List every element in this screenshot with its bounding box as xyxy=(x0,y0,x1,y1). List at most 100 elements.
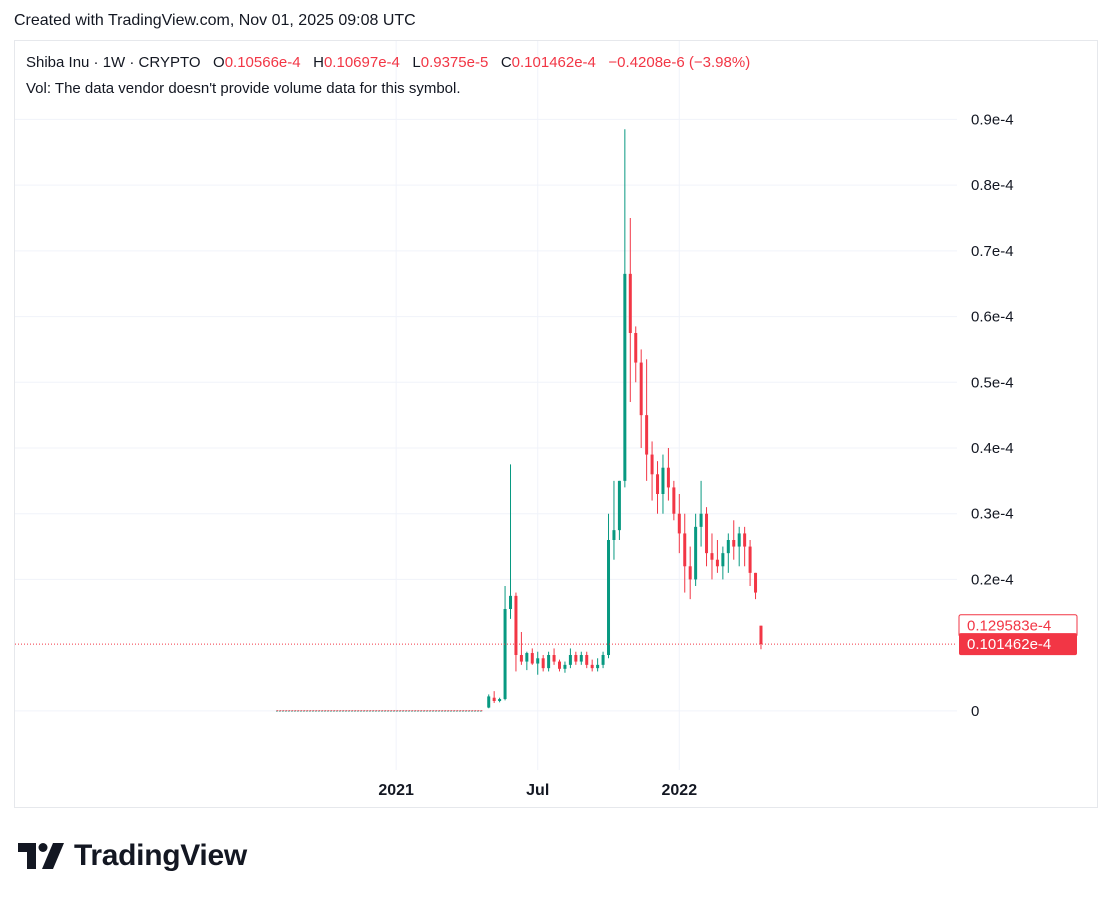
candle xyxy=(737,526,741,567)
legend-low-label: L xyxy=(412,54,421,71)
candlestick-chart[interactable]: 0.9e-4 0.8e-4 0.7e-4 0.6e-4 0.5e-4 0.4e-4 0.3e… xyxy=(15,41,1099,809)
legend-change-value: −0.4208e-6 (−3.98%) xyxy=(608,54,751,71)
y-tick-label: 0.9e-4 xyxy=(971,111,1014,128)
chart-panel[interactable]: 0.9e-4 0.8e-4 0.7e-4 0.6e-4 0.5e-4 0.4e-4 0.3e… xyxy=(14,40,1098,808)
volume-note: Vol: The data vendor doesn't provide vol… xyxy=(26,80,461,97)
candle xyxy=(487,694,491,709)
candle-body xyxy=(607,540,611,655)
candle-body xyxy=(754,572,758,593)
candle-body xyxy=(492,697,496,701)
candle xyxy=(617,480,621,540)
candle xyxy=(568,648,572,669)
candle xyxy=(519,632,523,665)
candle xyxy=(683,513,687,593)
candle-body xyxy=(536,658,540,664)
candle-body xyxy=(726,540,730,554)
candle-body xyxy=(650,454,654,475)
candle-body xyxy=(590,664,594,669)
candle-body xyxy=(623,273,627,481)
candle-body xyxy=(498,699,502,701)
candle-body xyxy=(503,609,507,700)
candle-body xyxy=(601,655,605,665)
candle xyxy=(525,651,529,671)
candle xyxy=(705,507,709,567)
y-tick-label: 0.2e-4 xyxy=(971,571,1014,588)
candle xyxy=(585,651,589,669)
x-tick-label: Jul xyxy=(526,782,549,799)
candle xyxy=(650,441,654,501)
legend-close-label: C xyxy=(500,54,512,71)
candle xyxy=(498,697,502,703)
candle-body xyxy=(541,658,545,669)
candle xyxy=(590,659,594,672)
candle-series xyxy=(487,129,763,709)
candle xyxy=(492,691,496,703)
candle xyxy=(732,520,736,560)
candle xyxy=(514,592,518,672)
legend-high-value: 0.10697e-4 xyxy=(323,54,400,71)
candle xyxy=(694,513,698,586)
time-axis: 2021 Jul 2022 xyxy=(378,782,697,799)
candle-body xyxy=(743,533,747,547)
candle xyxy=(552,648,556,665)
candle xyxy=(710,533,714,580)
candle xyxy=(558,659,562,672)
candle-body xyxy=(585,655,589,665)
candle-body xyxy=(558,661,562,669)
candle-body xyxy=(487,696,491,708)
candle-body xyxy=(683,533,687,567)
price-axis: 0.9e-4 0.8e-4 0.7e-4 0.6e-4 0.5e-4 0.4e-4 0.3e… xyxy=(971,111,1014,719)
candle-body xyxy=(699,513,703,527)
candle-body xyxy=(563,664,567,669)
candle xyxy=(536,651,540,675)
candle-body xyxy=(530,653,534,664)
chart-created-caption: Created with TradingView.com, Nov 01, 20… xyxy=(14,12,416,29)
candle xyxy=(547,651,551,672)
candle-body xyxy=(514,595,518,655)
candle-body xyxy=(519,655,523,662)
candle xyxy=(656,461,660,514)
candle xyxy=(563,661,567,673)
tradingview-brand[interactable]: TradingView xyxy=(18,836,247,876)
candle-body xyxy=(748,546,752,573)
candle-body xyxy=(715,559,719,567)
candle-body xyxy=(568,655,572,665)
candle xyxy=(639,349,643,448)
candle xyxy=(634,326,638,383)
candle-body xyxy=(628,273,632,333)
candle xyxy=(574,651,578,665)
candle-body xyxy=(617,480,621,531)
candle xyxy=(726,533,730,573)
candle xyxy=(579,651,583,665)
legend-close-value: 0.101462e-4 xyxy=(511,54,596,71)
last-price-label-box xyxy=(959,633,1077,656)
y-tick-label: 0.8e-4 xyxy=(971,177,1014,194)
grid-lines xyxy=(15,41,957,770)
candle xyxy=(541,655,545,672)
candle xyxy=(748,540,752,586)
x-tick-label: 2022 xyxy=(662,782,698,799)
high-price-label: 0.129583e-4 xyxy=(967,618,1051,635)
y-tick-label: 0.5e-4 xyxy=(971,374,1014,391)
candle-body xyxy=(596,664,600,669)
candle-body xyxy=(547,655,551,669)
candle xyxy=(715,540,719,573)
candle-body xyxy=(677,513,681,534)
candle-body xyxy=(710,553,714,560)
ohlc-legend: Shiba Inu · 1W · CRYPTO O0.10566e-4 H0.1… xyxy=(26,54,750,71)
candle xyxy=(628,218,632,402)
legend-open-label: O xyxy=(213,54,225,71)
candle-body xyxy=(721,553,725,567)
candle-body xyxy=(579,655,583,662)
candle xyxy=(623,129,627,488)
candle-body xyxy=(737,533,741,547)
candle-body xyxy=(661,467,665,494)
legend-symbol: Shiba Inu · 1W · CRYPTO xyxy=(26,54,201,71)
candle-body xyxy=(634,333,638,363)
candle xyxy=(596,658,600,672)
candle xyxy=(699,480,703,547)
candle-body xyxy=(525,653,529,662)
y-tick-label: 0.6e-4 xyxy=(971,309,1014,326)
candle xyxy=(754,572,758,600)
candle xyxy=(759,625,763,650)
